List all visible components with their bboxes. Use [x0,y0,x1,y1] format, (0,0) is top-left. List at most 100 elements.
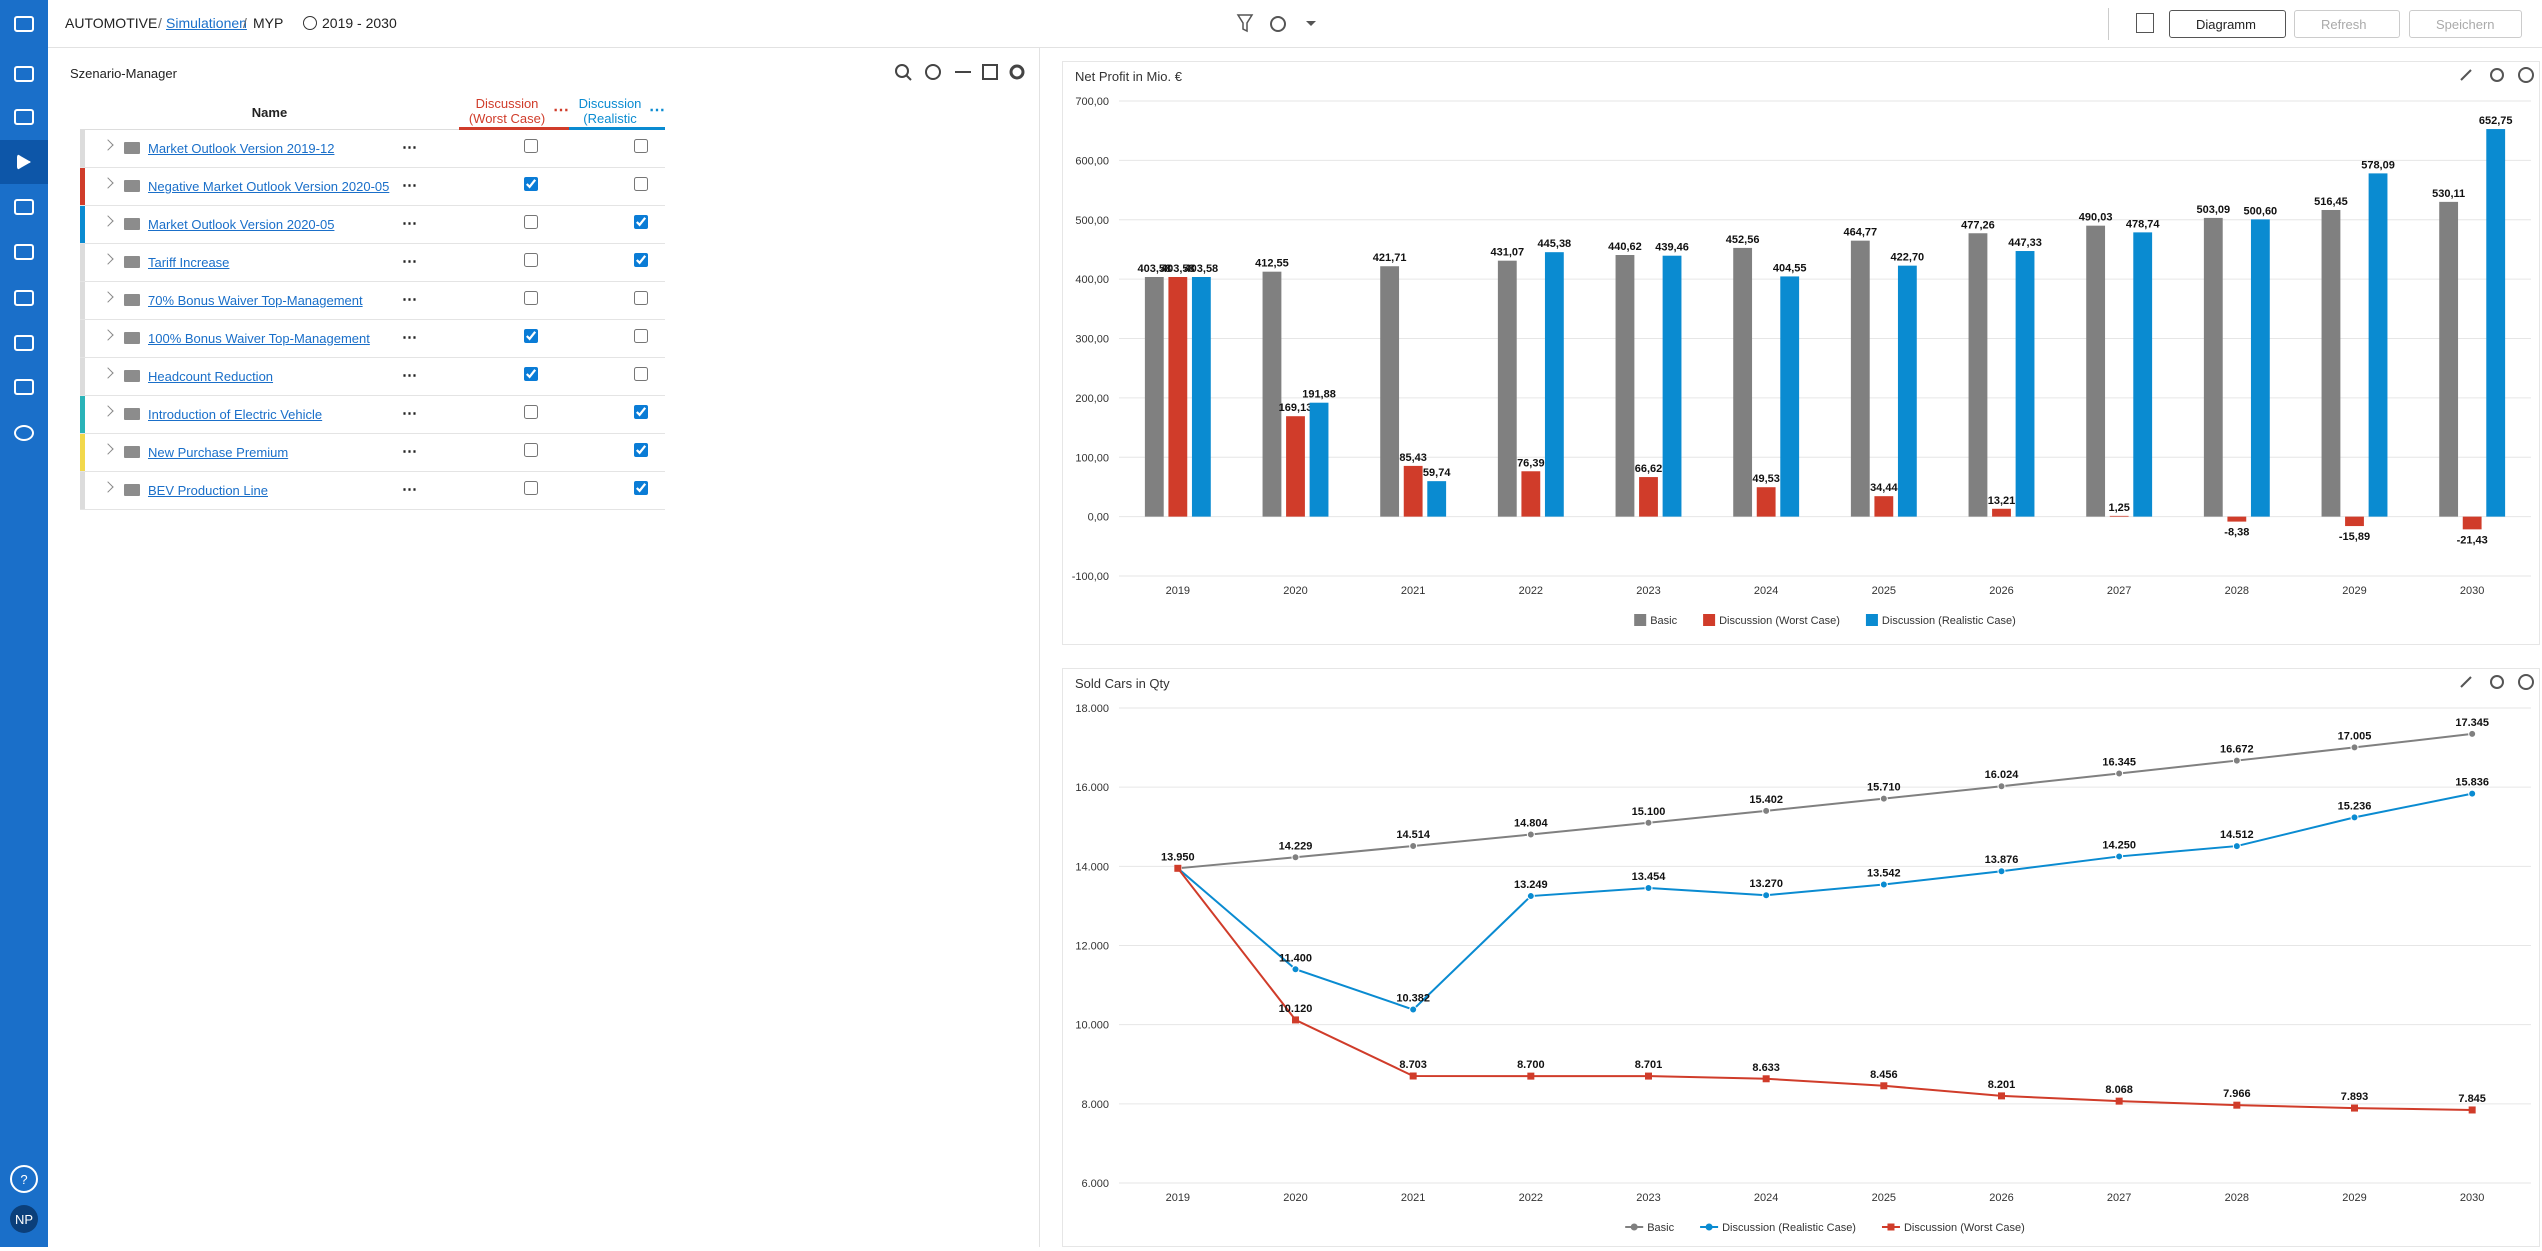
row-menu[interactable]: ⋯ [402,177,418,194]
row-menu[interactable]: ⋯ [402,329,418,346]
period[interactable]: 2019 - 2030 [322,15,397,31]
scenario-link[interactable]: Market Outlook Version 2019-12 [148,141,335,156]
realistic-checkbox[interactable] [634,215,648,229]
expand-chevron[interactable] [102,177,114,189]
legend-label[interactable]: Basic [1650,615,1677,627]
x-tick-label: 2022 [1519,585,1543,597]
legend-label[interactable]: Discussion (Worst Case) [1719,615,1840,627]
row-menu[interactable]: ⋯ [402,291,418,308]
worst-case-checkbox[interactable] [524,139,538,153]
expand-chevron[interactable] [102,367,114,379]
panel-tools[interactable] [2460,674,2534,690]
worst-case-checkbox[interactable] [524,481,538,495]
realistic-checkbox[interactable] [634,405,648,419]
value-label: 452,56 [1726,234,1760,246]
user-avatar[interactable]: NP [10,1205,38,1233]
scenario-link[interactable]: 70% Bonus Waiver Top-Management [148,293,363,308]
nav-icon[interactable] [14,244,34,260]
row-menu[interactable]: ⋯ [402,405,418,422]
legend-label[interactable]: Discussion (Worst Case) [1904,1222,2025,1234]
y-tick-label: 14.000 [1075,861,1109,873]
worst-case-checkbox[interactable] [524,329,538,343]
value-label: 500,60 [2244,205,2278,217]
value-label: 13.270 [1749,878,1783,890]
realistic-checkbox[interactable] [634,253,648,267]
legend-label[interactable]: Discussion (Realistic Case) [1722,1222,1856,1234]
scenario-link[interactable]: 100% Bonus Waiver Top-Management [148,331,370,346]
legend-label[interactable]: Discussion (Realistic Case) [1882,615,2016,627]
point [2115,852,2124,861]
nav-icon[interactable] [14,290,34,306]
scenario-link[interactable]: Market Outlook Version 2020-05 [148,217,335,232]
nav-icon[interactable] [14,335,34,351]
row-menu[interactable]: ⋯ [402,215,418,232]
scenario-link[interactable]: Negative Market Outlook Version 2020-05 [148,179,390,194]
row-menu[interactable]: ⋯ [402,367,418,384]
row-marker [80,396,85,433]
nav-icon[interactable] [14,66,34,82]
nav-icon[interactable] [14,425,34,441]
expand-chevron[interactable] [102,139,114,151]
row-menu[interactable]: ⋯ [402,481,418,498]
scenario-link[interactable]: Headcount Reduction [148,369,274,384]
worst-case-checkbox[interactable] [524,177,538,191]
row-menu[interactable]: ⋯ [402,139,418,156]
x-tick-label: 2028 [2225,585,2249,597]
realistic-checkbox[interactable] [634,481,648,495]
save-button[interactable]: Speichern [2409,10,2522,38]
bar [1897,265,1917,517]
chart-title: Net Profit in Mio. € [1075,69,1183,84]
expand-chevron[interactable] [102,291,114,303]
point [2350,743,2359,752]
row-menu[interactable]: ⋯ [402,443,418,460]
value-label: 7.966 [2223,1088,2251,1100]
nav-icon[interactable] [14,16,34,32]
realistic-checkbox[interactable] [634,367,648,381]
worst-case-checkbox[interactable] [524,367,538,381]
help-button[interactable]: ? [10,1165,38,1193]
y-tick-label: 0,00 [1088,512,1109,524]
realistic-checkbox[interactable] [634,329,648,343]
worst-case-checkbox[interactable] [524,215,538,229]
toolbar-icons[interactable] [1236,12,1366,36]
realistic-checkbox[interactable] [634,443,648,457]
realistic-checkbox[interactable] [634,177,648,191]
scenario-link[interactable]: Tariff Increase [148,255,230,270]
x-tick-label: 2027 [2107,1192,2131,1204]
realistic-checkbox[interactable] [634,291,648,305]
panel-tools[interactable] [893,62,1033,84]
hierarchy-icon[interactable] [2136,13,2154,33]
nav-icon[interactable] [14,379,34,395]
worst-case-checkbox[interactable] [524,253,538,267]
column-menu[interactable]: ⋯ [553,102,569,119]
nav-icon[interactable] [14,109,34,125]
expand-chevron[interactable] [102,329,114,341]
worst-case-checkbox[interactable] [524,405,538,419]
diagram-button[interactable]: Diagramm [2169,10,2286,38]
expand-chevron[interactable] [102,405,114,417]
value-label: -8,38 [2224,527,2249,539]
realistic-checkbox[interactable] [634,139,648,153]
value-label: 478,74 [2126,218,2161,230]
scenario-link[interactable]: New Purchase Premium [148,445,289,460]
worst-case-checkbox[interactable] [524,443,538,457]
point [2232,756,2241,765]
scenario-link[interactable]: BEV Production Line [148,483,268,498]
row-menu[interactable]: ⋯ [402,253,418,270]
expand-chevron[interactable] [102,215,114,227]
worst-case-checkbox[interactable] [524,291,538,305]
expand-chevron[interactable] [102,253,114,265]
point [2468,789,2477,798]
expand-chevron[interactable] [102,481,114,493]
column-menu[interactable]: ⋯ [649,102,665,119]
expand-chevron[interactable] [102,443,114,455]
nav-icon[interactable] [14,199,34,215]
breadcrumb-link[interactable]: Simulationen [166,15,247,31]
refresh-button[interactable]: Refresh [2294,10,2400,38]
legend-label[interactable]: Basic [1647,1222,1674,1234]
scenario-link[interactable]: Introduction of Electric Vehicle [148,407,323,422]
y-tick-label: 8.000 [1081,1099,1109,1111]
x-tick-label: 2025 [1872,585,1896,597]
value-label: 1,25 [2108,502,2129,514]
panel-tools[interactable] [2460,67,2534,83]
